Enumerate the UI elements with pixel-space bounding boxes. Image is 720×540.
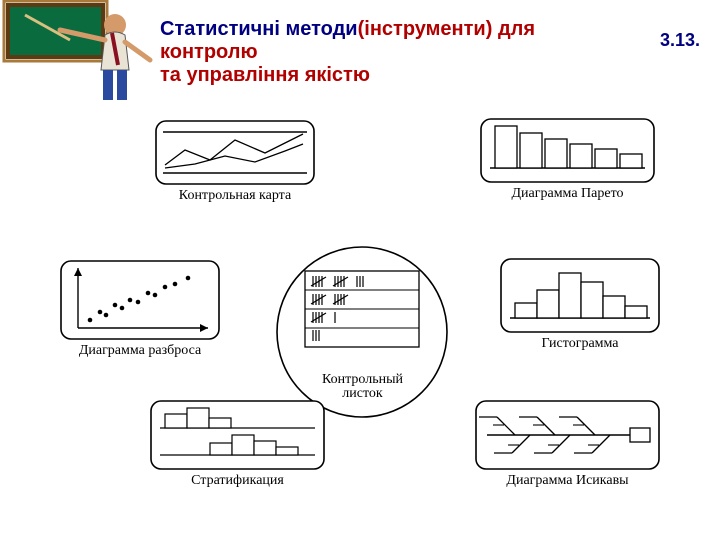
page-title: Статистичні методи(інструменти) для конт… — [160, 18, 580, 87]
label-control-chart: Контрольная карта — [155, 188, 315, 204]
label-pareto: Диаграмма Парето — [480, 186, 655, 202]
panel-scatter: Диаграмма разброса — [60, 260, 220, 359]
title-part2: (інструменти) для — [358, 18, 535, 40]
lecturer-illustration — [0, 0, 170, 120]
panel-checklist: Контрольный листок — [275, 245, 450, 402]
label-stratification: Стратификация — [150, 473, 325, 489]
panel-ishikawa: Диаграмма Исикавы — [475, 400, 660, 489]
page-number: 3.13. — [660, 30, 700, 51]
panel-control-chart: Контрольная карта — [155, 120, 315, 204]
label-scatter: Диаграмма разброса — [60, 343, 220, 359]
title-part1: Статистичні методи — [160, 18, 358, 40]
label-histogram: Гистограмма — [500, 336, 660, 352]
title-line3: та управління якістю — [160, 64, 580, 87]
panel-histogram: Гистограмма — [500, 258, 660, 352]
label-ishikawa: Диаграмма Исикавы — [475, 473, 660, 489]
title-line2: контролю — [160, 41, 580, 64]
panel-stratification: Стратификация — [150, 400, 325, 489]
panel-pareto: Диаграмма Парето — [480, 118, 655, 202]
